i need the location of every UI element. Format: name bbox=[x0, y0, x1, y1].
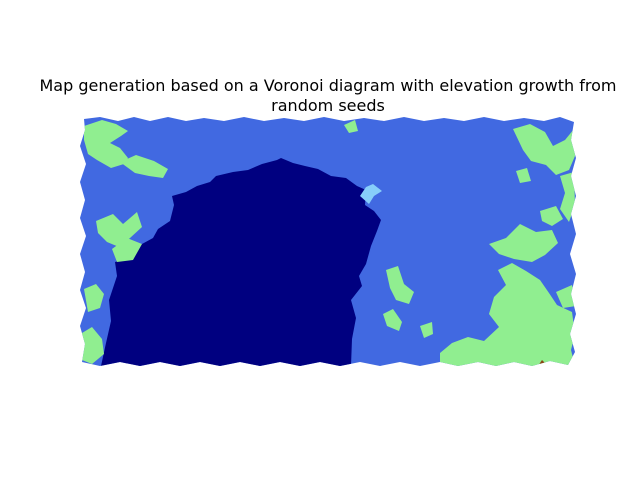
lowland-patch-northwest bbox=[84, 120, 128, 168]
lowland-patch-west-2 bbox=[96, 212, 142, 247]
lowland-patch-southwest bbox=[82, 327, 104, 364]
chart-title: Map generation based on a Voronoi diagra… bbox=[39, 76, 617, 115]
lowland-patch-west-1 bbox=[120, 155, 168, 178]
lowland-patch-north-center bbox=[344, 120, 358, 133]
lowland-patch-southeast bbox=[440, 263, 575, 366]
lowland-patch-east-5 bbox=[556, 285, 576, 308]
lowland-patch-west-4 bbox=[84, 284, 104, 312]
lowland-patch-east-1 bbox=[516, 168, 531, 183]
shore-water-patch bbox=[360, 184, 382, 204]
lowland-patch-center-1 bbox=[386, 266, 414, 304]
deep-water-region bbox=[101, 158, 381, 366]
lowland-regions bbox=[82, 120, 576, 366]
lowland-patch-center-2 bbox=[383, 309, 402, 331]
lowland-patch-west-3 bbox=[112, 238, 142, 262]
lowland-patch-east-2 bbox=[540, 206, 563, 226]
lowland-patch-east-3 bbox=[560, 172, 575, 222]
lowland-patch-northeast bbox=[513, 124, 575, 175]
lowland-patch-center-3 bbox=[420, 322, 433, 338]
lowland-patch-east-4 bbox=[489, 224, 558, 262]
